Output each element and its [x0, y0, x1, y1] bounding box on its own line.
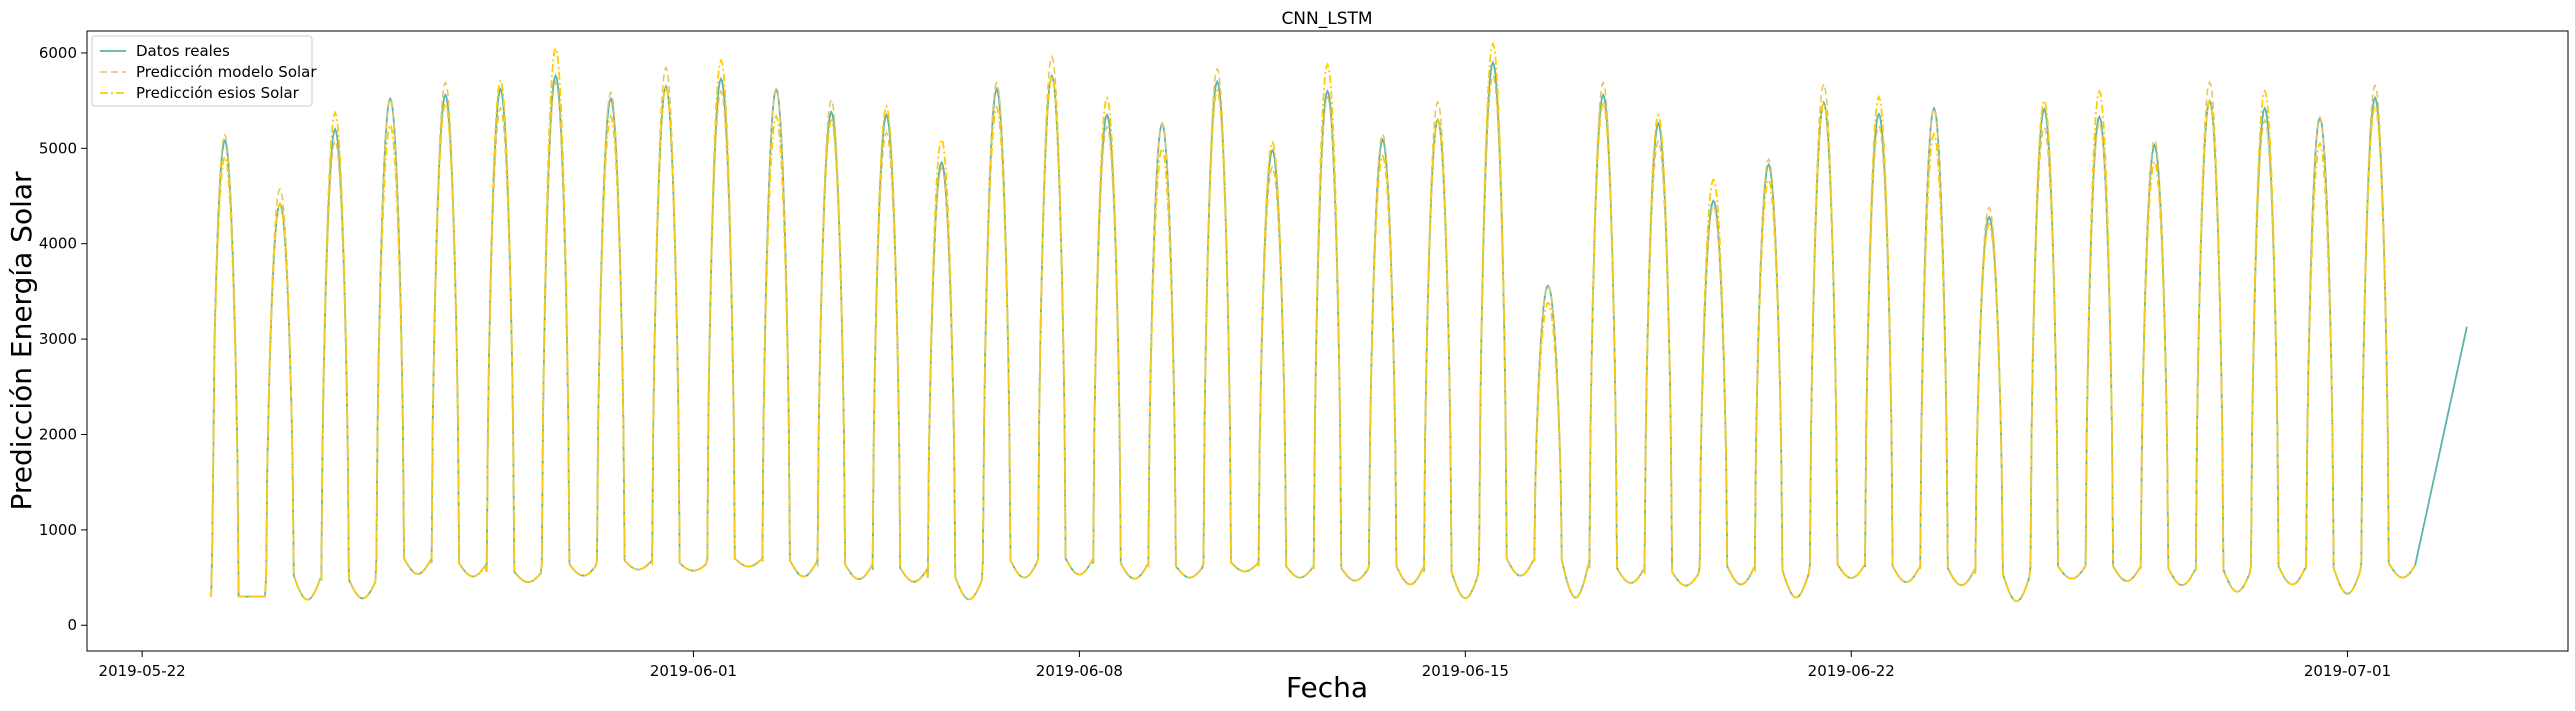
x-tick-label: 2019-06-08 [1036, 662, 1123, 680]
x-tick-label: 2019-06-01 [650, 662, 737, 680]
legend-label-prediccion-esios: Predicción esios Solar [136, 84, 300, 102]
y-tick-label: 1000 [39, 521, 77, 539]
y-tick-label: 2000 [39, 425, 77, 443]
x-axis-title: Fecha [1286, 671, 1368, 704]
y-tick-label: 5000 [39, 139, 77, 157]
legend: Datos reales Predicción modelo Solar Pre… [91, 35, 317, 107]
y-axis-title: Predicción Energía Solar [5, 171, 38, 511]
x-tick-label: 2019-07-01 [2304, 662, 2391, 680]
y-axis: 0 1000 2000 3000 4000 5000 6000 [39, 44, 87, 634]
plot-frame [86, 30, 2569, 652]
series-line-2 [210, 41, 2416, 603]
y-tick-label: 4000 [39, 235, 77, 253]
x-tick-label: 2019-06-22 [1808, 662, 1895, 680]
legend-label-prediccion-modelo: Predicción modelo Solar [136, 63, 317, 81]
x-tick-label: 2019-06-15 [1422, 662, 1509, 680]
x-tick-label: 2019-05-22 [99, 662, 186, 680]
plot-area [210, 41, 2468, 603]
y-tick-label: 0 [67, 616, 77, 634]
legend-label-datos-reales: Datos reales [136, 42, 230, 60]
x-axis: 2019-05-22 2019-06-01 2019-06-08 2019-06-15… [99, 651, 2391, 680]
chart-title: CNN_LSTM [1281, 9, 1372, 29]
legend-box [91, 35, 313, 107]
y-tick-label: 3000 [39, 330, 77, 348]
y-tick-label: 6000 [39, 44, 77, 62]
